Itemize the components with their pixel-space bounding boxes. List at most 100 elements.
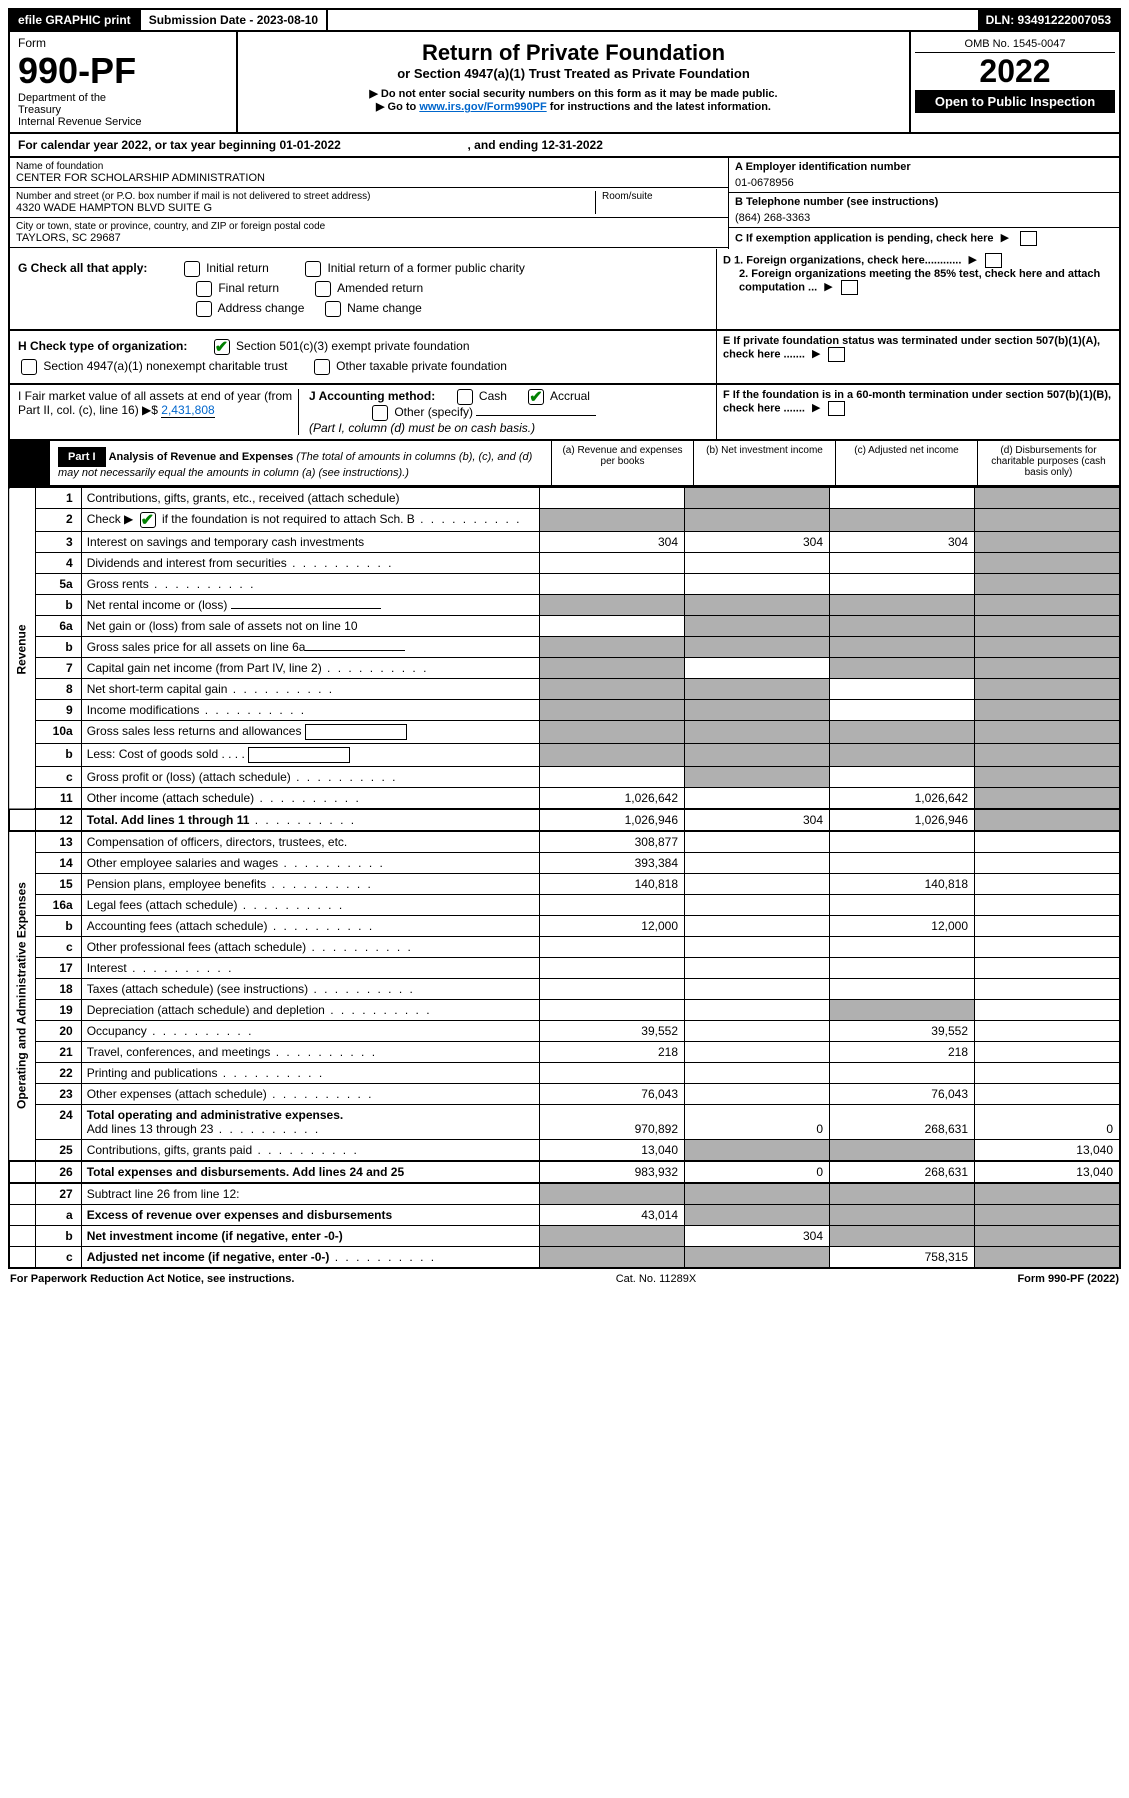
col-c-header: (c) Adjusted net income xyxy=(835,441,977,485)
line24-b: 0 xyxy=(685,1105,830,1140)
page-footer: For Paperwork Reduction Act Notice, see … xyxy=(8,1269,1121,1289)
line12-c: 1,026,946 xyxy=(830,809,975,831)
check-section-g: G Check all that apply: Initial return I… xyxy=(8,249,1121,331)
j-note: (Part I, column (d) must be on cash basi… xyxy=(309,421,708,435)
room-label: Room/suite xyxy=(602,191,722,202)
line12-b: 304 xyxy=(685,809,830,831)
line15-desc: Pension plans, employee benefits xyxy=(87,877,266,891)
col-d-header: (d) Disbursements for charitable purpose… xyxy=(977,441,1119,485)
arrow-icon: ▶ xyxy=(1001,231,1009,244)
revenue-sidelabel: Revenue xyxy=(9,488,35,810)
h-other-checkbox[interactable] xyxy=(314,359,330,375)
j-other-checkbox[interactable] xyxy=(372,405,388,421)
line15-a: 140,818 xyxy=(540,874,685,895)
line27a-a: 43,014 xyxy=(540,1205,685,1226)
instructions-link[interactable]: www.irs.gov/Form990PF xyxy=(419,101,546,113)
line23-c: 76,043 xyxy=(830,1084,975,1105)
line26-c: 268,631 xyxy=(830,1161,975,1183)
line8-desc: Net short-term capital gain xyxy=(87,682,228,696)
city-cell: City or town, state or province, country… xyxy=(10,218,728,248)
ein-label: A Employer identification number xyxy=(735,161,1113,173)
line3-b: 304 xyxy=(685,532,830,553)
line25-desc: Contributions, gifts, grants paid xyxy=(87,1143,252,1157)
schb-checkbox[interactable] xyxy=(140,512,156,528)
line25-a: 13,040 xyxy=(540,1140,685,1162)
f-checkbox[interactable] xyxy=(828,401,845,416)
line27a-desc: Excess of revenue over expenses and disb… xyxy=(87,1208,392,1222)
open-public-badge: Open to Public Inspection xyxy=(915,90,1115,113)
g-label: G Check all that apply: xyxy=(18,261,147,275)
footer-left: For Paperwork Reduction Act Notice, see … xyxy=(10,1273,294,1285)
dept-line3: Internal Revenue Service xyxy=(18,116,228,128)
dept-line2: Treasury xyxy=(18,104,228,116)
h-label: H Check type of organization: xyxy=(18,339,187,353)
j-other-label: Other (specify) xyxy=(394,405,473,419)
j-cash-label: Cash xyxy=(479,389,507,403)
d2-checkbox[interactable] xyxy=(841,280,858,295)
g-initial-checkbox[interactable] xyxy=(184,261,200,277)
footer-catno: Cat. No. 11289X xyxy=(616,1273,697,1285)
j-accrual-checkbox[interactable] xyxy=(528,389,544,405)
line20-a: 39,552 xyxy=(540,1021,685,1042)
line11-desc: Other income (attach schedule) xyxy=(87,791,254,805)
tax-year: 2022 xyxy=(915,53,1115,90)
line1-desc: Contributions, gifts, grants, etc., rece… xyxy=(81,488,539,509)
dln: DLN: 93491222007053 xyxy=(978,10,1119,30)
line26-d: 13,040 xyxy=(975,1161,1121,1183)
g-final-checkbox[interactable] xyxy=(196,281,212,297)
part1-label: Part I xyxy=(58,447,106,467)
line7-desc: Capital gain net income (from Part IV, l… xyxy=(87,661,322,675)
line4-desc: Dividends and interest from securities xyxy=(87,556,287,570)
footer-right: Form 990-PF (2022) xyxy=(1017,1273,1119,1285)
line27c-desc: Adjusted net income (if negative, enter … xyxy=(87,1250,330,1264)
g-address-checkbox[interactable] xyxy=(196,301,212,317)
header-center: Return of Private Foundation or Section … xyxy=(238,32,911,132)
expenses-sidelabel: Operating and Administrative Expenses xyxy=(9,831,35,1161)
j-accrual-label: Accrual xyxy=(550,389,590,403)
line16b-a: 12,000 xyxy=(540,916,685,937)
c-label: C If exemption application is pending, c… xyxy=(735,232,994,244)
g-amended-checkbox[interactable] xyxy=(315,281,331,297)
calendar-year-line: For calendar year 2022, or tax year begi… xyxy=(8,134,1121,158)
line20-c: 39,552 xyxy=(830,1021,975,1042)
name-label: Name of foundation xyxy=(16,161,722,172)
e-checkbox[interactable] xyxy=(828,347,845,362)
arrow-icon: ▶ xyxy=(968,253,976,266)
line12-a: 1,026,946 xyxy=(540,809,685,831)
instr2-suffix: for instructions and the latest informat… xyxy=(547,101,771,113)
h-other-label: Other taxable private foundation xyxy=(336,359,507,373)
entity-info-grid: Name of foundation CENTER FOR SCHOLARSHI… xyxy=(8,158,1121,249)
arrow-icon: ▶ xyxy=(824,280,832,293)
d2-label: 2. Foreign organizations meeting the 85%… xyxy=(739,268,1100,293)
instr2-prefix: ▶ Go to xyxy=(376,101,419,113)
g-initial-label: Initial return xyxy=(206,261,269,275)
e-label: E If private foundation status was termi… xyxy=(723,335,1100,360)
check-section-h: H Check type of organization: Section 50… xyxy=(8,331,1121,385)
part1-table: Revenue 1Contributions, gifts, grants, e… xyxy=(8,487,1121,1269)
h-501c3-checkbox[interactable] xyxy=(214,339,230,355)
line21-c: 218 xyxy=(830,1042,975,1063)
c-checkbox[interactable] xyxy=(1020,231,1037,246)
cal-year-begin: For calendar year 2022, or tax year begi… xyxy=(18,138,341,152)
line27b-desc: Net investment income (if negative, ente… xyxy=(87,1229,343,1243)
i-label: I Fair market value of all assets at end… xyxy=(18,389,292,417)
line16c-desc: Other professional fees (attach schedule… xyxy=(87,940,306,954)
g-name-checkbox[interactable] xyxy=(325,301,341,317)
line2-suffix: if the foundation is not required to att… xyxy=(162,512,415,526)
g-final-label: Final return xyxy=(218,281,279,295)
h-4947-checkbox[interactable] xyxy=(21,359,37,375)
j-cash-checkbox[interactable] xyxy=(457,389,473,405)
header-left: Form 990-PF Department of the Treasury I… xyxy=(10,32,238,132)
header-right: OMB No. 1545-0047 2022 Open to Public In… xyxy=(911,32,1119,132)
line6b-desc: Gross sales price for all assets on line… xyxy=(87,640,306,654)
cal-year-end: , and ending 12-31-2022 xyxy=(468,138,603,152)
d1-checkbox[interactable] xyxy=(985,253,1002,268)
phone-value: (864) 268-3363 xyxy=(735,212,1113,224)
line27c-c: 758,315 xyxy=(830,1247,975,1269)
efile-label: efile GRAPHIC print xyxy=(10,10,141,30)
g-name-label: Name change xyxy=(347,301,422,315)
line12-desc: Total. Add lines 1 through 11 xyxy=(87,813,250,827)
dept-line1: Department of the xyxy=(18,92,228,104)
form-word: Form xyxy=(18,36,228,50)
g-initial-former-checkbox[interactable] xyxy=(305,261,321,277)
